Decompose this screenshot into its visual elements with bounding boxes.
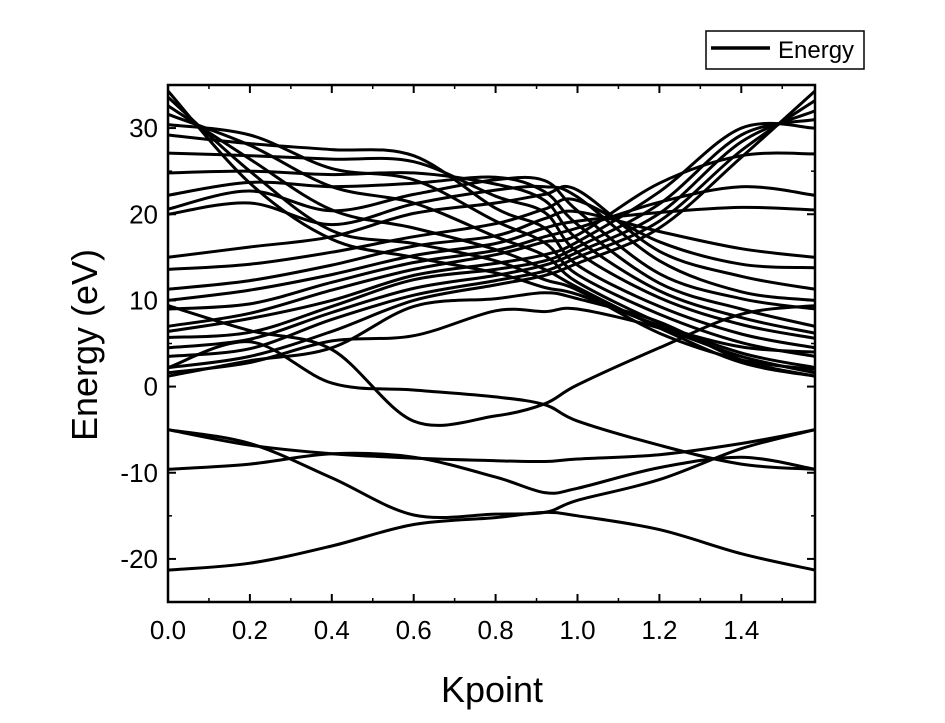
energy-band-29 bbox=[166, 95, 816, 371]
energy-band-18 bbox=[167, 197, 816, 271]
x-tick-label: 0.6 bbox=[396, 615, 432, 645]
energy-band-28 bbox=[167, 104, 816, 378]
energy-band-27 bbox=[167, 112, 816, 370]
energy-band-19 bbox=[167, 184, 816, 291]
y-tick-label: 30 bbox=[129, 113, 158, 143]
energy-band-23 bbox=[167, 169, 816, 335]
energy-band-13 bbox=[167, 121, 816, 333]
x-tick-label: 0.4 bbox=[314, 615, 350, 645]
y-tick-label: -10 bbox=[120, 458, 158, 488]
energy-band-14 bbox=[167, 151, 816, 328]
energy-band-2 bbox=[167, 451, 816, 495]
energy-band-8 bbox=[167, 291, 816, 378]
y-tick-label: 10 bbox=[129, 285, 158, 315]
energy-band-1 bbox=[167, 510, 816, 572]
x-tick-label: 1.4 bbox=[723, 615, 759, 645]
energy-band-30 bbox=[166, 90, 816, 354]
x-tick-label: 1.0 bbox=[559, 615, 595, 645]
energy-band-26 bbox=[167, 123, 816, 358]
x-tick-label: 1.2 bbox=[641, 615, 677, 645]
legend: Energy bbox=[705, 30, 865, 70]
energy-band-24 bbox=[167, 151, 816, 340]
y-tick-label: -20 bbox=[120, 544, 158, 574]
x-tick-label: 0.0 bbox=[150, 615, 186, 645]
energy-band-4 bbox=[167, 428, 816, 464]
energy-band-17 bbox=[167, 209, 816, 291]
energy-band-25 bbox=[167, 133, 816, 350]
ticks-layer: 0.0 0.2 0.4 0.6 0.8 1.0 1.2 1.4 -20 -10 0 10 20 30 bbox=[120, 84, 815, 645]
y-axis-label: Energy (eV) bbox=[64, 249, 105, 441]
energy-band-3 bbox=[167, 428, 816, 520]
energy-band-16 bbox=[167, 205, 816, 302]
energy-band-11 bbox=[167, 109, 816, 350]
series-layer bbox=[166, 89, 817, 572]
y-tick-label: 0 bbox=[144, 372, 158, 402]
energy-band-15 bbox=[167, 185, 816, 311]
x-axis-label: Kpoint bbox=[441, 669, 543, 710]
x-tick-label: 0.2 bbox=[232, 615, 268, 645]
legend-box bbox=[705, 30, 865, 70]
y-tick-label: 20 bbox=[129, 199, 158, 229]
energy-band-10 bbox=[167, 99, 816, 358]
legend-label-energy: Energy bbox=[778, 37, 854, 64]
x-tick-label: 0.8 bbox=[478, 615, 514, 645]
energy-band-7 bbox=[167, 304, 816, 427]
